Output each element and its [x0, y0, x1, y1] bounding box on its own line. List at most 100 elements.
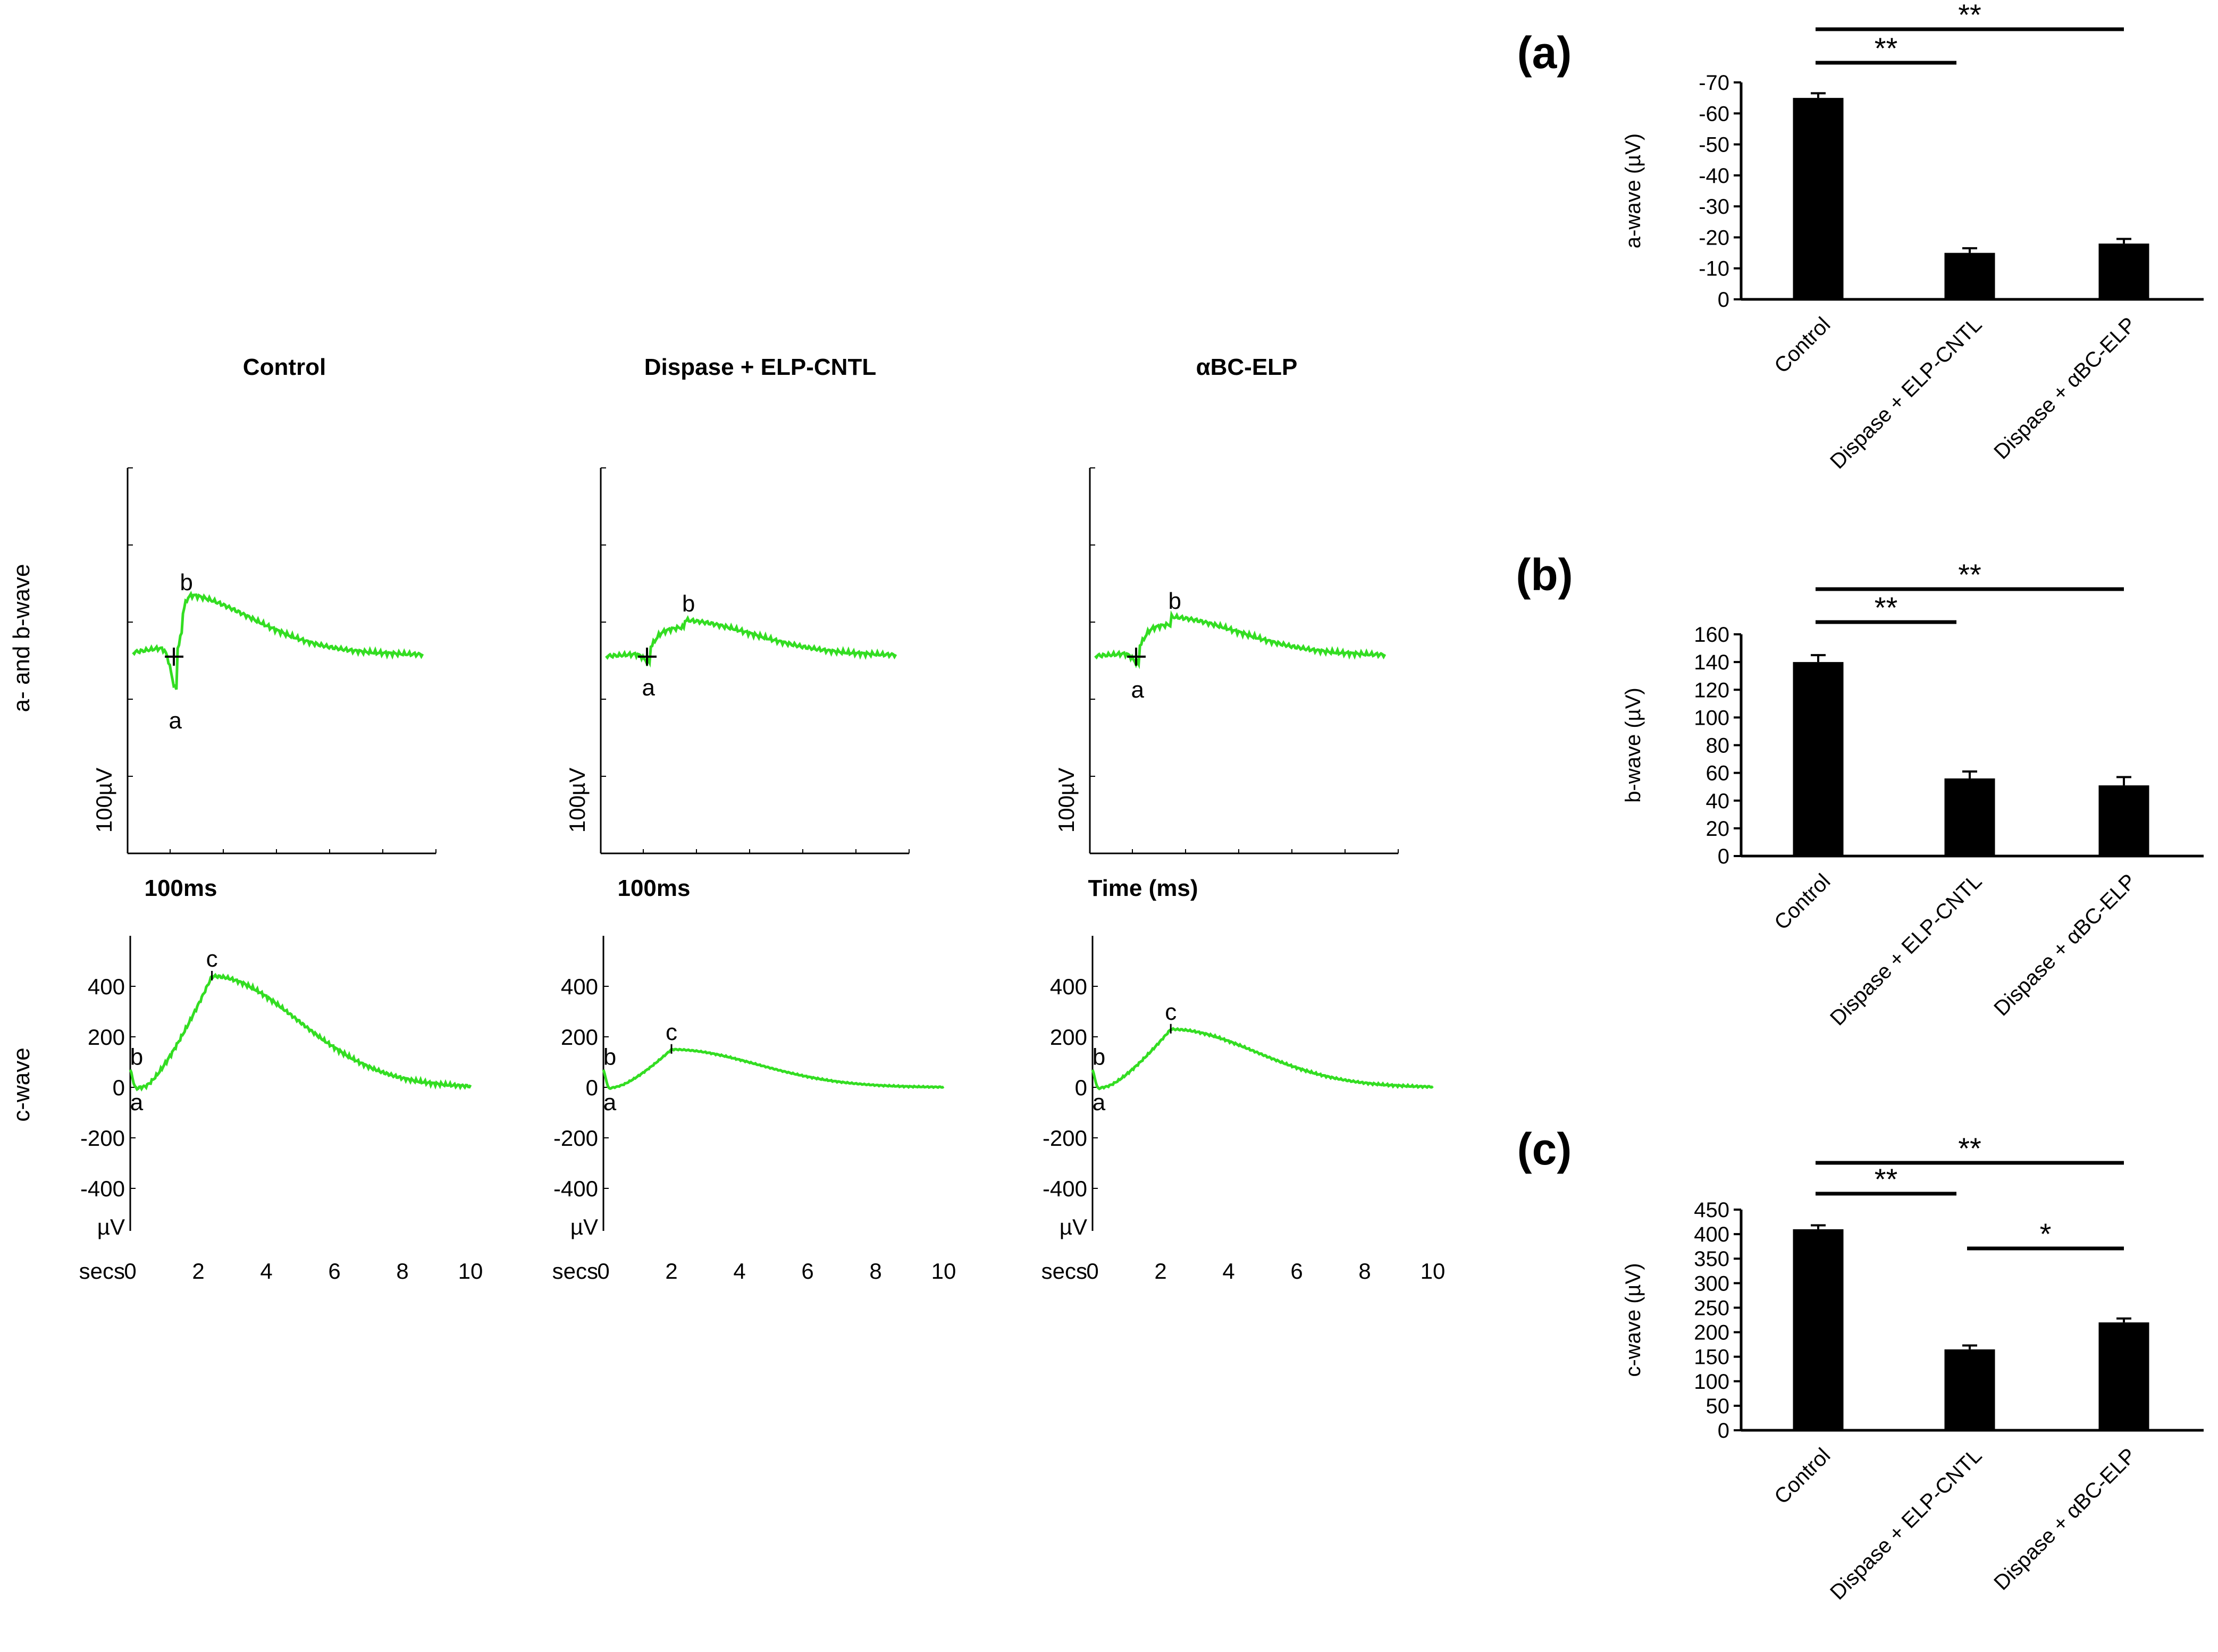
a-wave-marker: a: [169, 708, 182, 734]
ab-trace-panel: a b 100µV 100ms: [565, 467, 910, 901]
y-unit: µV: [1060, 1214, 1087, 1239]
y-tick-label: 0: [1718, 1419, 1729, 1443]
b-wave-marker: b: [1168, 588, 1181, 614]
x-unit: secs: [552, 1259, 598, 1284]
bar-chart-1: (b) b-wave (µV) 160 140 120 100 80 60 40 20 0 Contr…: [1516, 550, 2204, 1030]
y-tick-label: -30: [1699, 195, 1729, 219]
x-tick-label: 2: [665, 1259, 677, 1284]
x-tick-label: 10: [931, 1259, 956, 1284]
bar-0: [1793, 98, 1844, 299]
c-wave-trace: [602, 1047, 945, 1091]
category-label: Dispase + αBC-ELP: [1989, 869, 2140, 1020]
ab-wave-trace: [605, 615, 897, 668]
y-tick-label: -200: [80, 1126, 125, 1151]
column-title: Dispase + ELP-CNTL: [644, 354, 876, 380]
y-tick-label: -20: [1699, 226, 1729, 249]
c-row-label: c-wave: [9, 1047, 35, 1121]
y-tick-label: 140: [1694, 651, 1729, 674]
y-tick-label: 300: [1694, 1272, 1729, 1295]
x-tick-label: 0: [597, 1259, 609, 1284]
y-tick-label: 60: [1706, 762, 1730, 785]
ab-wave-trace: [1094, 610, 1387, 669]
y-tick-label: 20: [1706, 817, 1730, 841]
y-tick-label: -400: [80, 1176, 125, 1201]
y-tick-label: 50: [1706, 1395, 1730, 1418]
x-unit: secs: [1041, 1259, 1087, 1284]
panel-label: (b): [1516, 550, 1573, 600]
c-trace-panel: 400 200 0 -200 -400 µV 0 2 4 6 8 10 secs c ba: [79, 936, 483, 1284]
y-unit: µV: [570, 1214, 598, 1239]
x-tick-label: 0: [1086, 1259, 1098, 1284]
c-wave-marker: c: [666, 1019, 677, 1045]
y-tick-label: -70: [1699, 71, 1729, 95]
bar-2: [2098, 1322, 2149, 1430]
c-trace-panel: 400 200 0 -200 -400 µV 0 2 4 6 8 10 secs c ba: [1041, 936, 1446, 1284]
y-tick-label: 200: [1050, 1025, 1087, 1050]
y-tick-label: 400: [1050, 974, 1087, 999]
y-tick-label: -60: [1699, 102, 1729, 125]
a-wave-marker: a: [1093, 1089, 1106, 1116]
y-axis-title: a-wave (µV): [1622, 133, 1645, 248]
significance-label: **: [1875, 591, 1898, 624]
b-wave-marker: b: [603, 1044, 616, 1070]
category-label: Dispase + ELP-CNTL: [1826, 869, 1986, 1030]
amplitude-scale: 100µV: [565, 768, 590, 833]
x-tick-label: 6: [1290, 1259, 1303, 1284]
category-label: Dispase + ELP-CNTL: [1826, 313, 1986, 473]
y-tick-label: 150: [1694, 1346, 1729, 1369]
category-label: Dispase + αBC-ELP: [1989, 313, 2140, 464]
c-wave-marker: c: [1165, 999, 1177, 1025]
y-tick-label: 350: [1694, 1247, 1729, 1271]
column-title: αBC-ELP: [1196, 354, 1298, 380]
a-wave-marker: a: [642, 675, 656, 701]
x-tick-label: 6: [801, 1259, 813, 1284]
panel-label: (c): [1517, 1124, 1572, 1174]
bar-2: [2098, 244, 2149, 299]
y-tick-label: 0: [1718, 288, 1729, 312]
x-tick-label: 4: [1222, 1259, 1234, 1284]
b-wave-marker: b: [180, 569, 192, 596]
y-tick-label: -200: [553, 1126, 598, 1151]
y-tick-label: -10: [1699, 257, 1729, 281]
category-label: Dispase + αBC-ELP: [1989, 1444, 2140, 1595]
y-tick-label: -50: [1699, 133, 1729, 157]
y-tick-label: 0: [586, 1075, 598, 1100]
x-tick-label: 0: [124, 1259, 136, 1284]
x-tick-label: 8: [396, 1259, 408, 1284]
y-axis-title: c-wave (µV): [1622, 1263, 1645, 1377]
amplitude-scale: 100µV: [1054, 768, 1079, 833]
x-tick-label: 8: [1358, 1259, 1371, 1284]
y-tick-label: 120: [1694, 678, 1729, 702]
y-tick-label: 80: [1706, 734, 1730, 758]
y-tick-label: 400: [1694, 1223, 1729, 1246]
bar-1: [1944, 253, 1995, 299]
y-tick-label: -400: [553, 1176, 598, 1201]
significance-label: **: [1958, 0, 1981, 31]
bar-1: [1944, 1349, 1995, 1430]
x-unit: secs: [79, 1259, 125, 1284]
time-scale: 100ms: [144, 875, 217, 901]
y-tick-label: 0: [1718, 845, 1729, 868]
y-tick-label: 160: [1694, 623, 1729, 647]
bar-chart-0: (a) a-wave (µV) -70 -60 -50 -40 -30 -20 -10 0 Cont…: [1517, 0, 2204, 474]
y-tick-label: 0: [113, 1075, 125, 1100]
amplitude-scale: 100µV: [91, 768, 116, 833]
bar-1: [1944, 778, 1995, 856]
panel-label: (a): [1517, 28, 1572, 78]
significance-label: *: [2040, 1217, 2052, 1251]
a-wave-marker: a: [603, 1089, 617, 1116]
c-wave-trace: [129, 972, 472, 1092]
bar-charts: (a) a-wave (µV) -70 -60 -50 -40 -30 -20 -10 0 Cont…: [1516, 0, 2204, 1605]
bar-0: [1793, 662, 1844, 856]
column-title: Control: [243, 354, 326, 380]
y-tick-label: 0: [1075, 1075, 1087, 1100]
category-label: Control: [1770, 869, 1835, 934]
x-tick-label: 2: [1154, 1259, 1166, 1284]
a-wave-marker: a: [130, 1089, 144, 1116]
y-axis-title: b-wave (µV): [1622, 687, 1645, 802]
x-tick-label: 10: [1421, 1259, 1446, 1284]
